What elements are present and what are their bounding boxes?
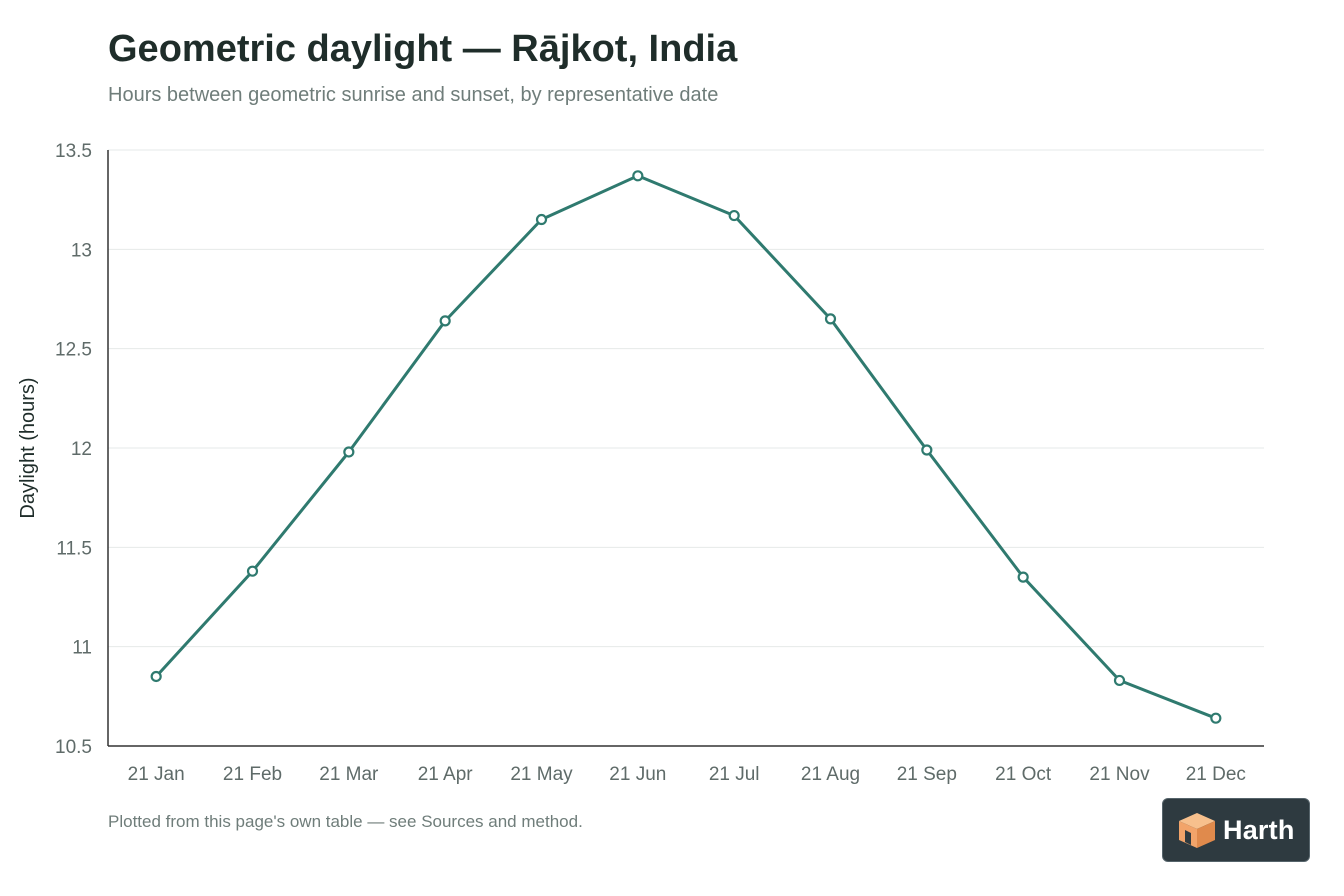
daylight-series-line: [155, 174, 1217, 720]
y-tick-label: 13: [71, 240, 92, 261]
y-tick-labels: 10.5 11 11.5 12 12.5 13 13.5: [55, 141, 92, 758]
harth-badge[interactable]: Harth: [1162, 798, 1310, 862]
data-point[interactable]: [824, 313, 837, 325]
data-point[interactable]: [150, 670, 162, 683]
badge-label: Harth: [1223, 814, 1295, 845]
data-point[interactable]: [343, 446, 355, 458]
x-tick-label: 21 Oct: [995, 764, 1052, 785]
x-tick-label: 21 Aug: [801, 764, 860, 785]
y-tick-label: 12: [71, 439, 92, 460]
data-point[interactable]: [439, 315, 451, 327]
data-point[interactable]: [246, 565, 259, 577]
x-tick-label: 21 Feb: [223, 764, 282, 785]
gridlines: [108, 149, 1264, 648]
x-tick-label: 21 Apr: [418, 764, 474, 785]
data-point[interactable]: [535, 213, 548, 226]
x-tick-label: 21 Dec: [1186, 764, 1246, 785]
y-tick-label: 11.5: [56, 538, 92, 559]
y-tick-label: 12.5: [55, 340, 92, 361]
x-tick-labels: 21 Jan 21 Feb 21 Mar 21 Apr 21 May 21 Jun 21 J…: [128, 764, 1246, 785]
data-point[interactable]: [1210, 712, 1222, 724]
x-tick-label: 21 Jun: [609, 764, 666, 785]
y-tick-label: 10.5: [55, 737, 92, 758]
axes: [107, 150, 1264, 747]
y-axis-label: Daylight (hours): [17, 377, 39, 518]
data-point[interactable]: [921, 444, 933, 456]
x-tick-label: 21 Jan: [128, 764, 185, 785]
line-chart: 10.5 11 11.5 12 12.5 13 13.5 21 Jan 21 Feb 21 Ma…: [17, 141, 1264, 785]
y-tick-label: 11: [72, 638, 92, 659]
x-tick-label: 21 Jul: [709, 764, 760, 785]
footnote: Plotted from this page's own table — see…: [108, 812, 583, 831]
series-line: [155, 174, 1217, 720]
cube-logo-icon: [1179, 813, 1215, 848]
data-points: [150, 170, 1222, 724]
data-point[interactable]: [632, 170, 644, 182]
x-tick-label: 21 May: [510, 764, 573, 785]
y-tick-label: 13.5: [55, 141, 92, 162]
data-point[interactable]: [1017, 571, 1029, 583]
chart-title: Geometric daylight — Rājkot, India: [108, 28, 738, 70]
x-tick-label: 21 Mar: [319, 764, 379, 785]
data-point[interactable]: [728, 209, 740, 222]
x-tick-label: 21 Nov: [1089, 764, 1150, 785]
x-tick-label: 21 Sep: [897, 764, 957, 785]
chart-subtitle: Hours between geometric sunrise and suns…: [108, 84, 719, 106]
data-point[interactable]: [1113, 674, 1126, 687]
